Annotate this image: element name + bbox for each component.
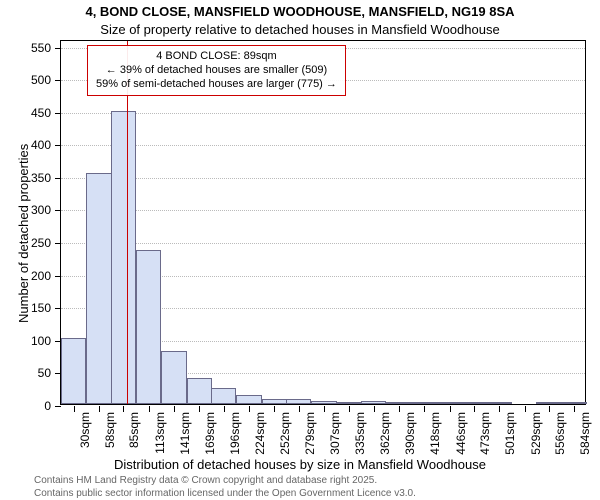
- x-tick-label: 224sqm: [253, 412, 267, 455]
- x-tick: [99, 406, 100, 412]
- x-tick-label: 556sqm: [553, 412, 567, 455]
- x-tick-label: 196sqm: [228, 412, 242, 455]
- histogram-bar: [211, 388, 236, 404]
- annotation-line3: 59% of semi-detached houses are larger (…: [96, 78, 337, 92]
- footer-line2: Contains public sector information licen…: [34, 488, 416, 500]
- y-tick-label: 250: [31, 236, 61, 250]
- y-tick-label: 100: [31, 334, 61, 348]
- x-tick: [549, 406, 550, 412]
- x-tick: [224, 406, 225, 412]
- y-tick-label: 550: [31, 41, 61, 55]
- x-tick-label: 390sqm: [403, 412, 417, 455]
- y-tick-label: 500: [31, 73, 61, 87]
- histogram-bar: [386, 402, 411, 404]
- histogram-bar: [536, 402, 561, 404]
- x-tick: [249, 406, 250, 412]
- x-tick-label: 169sqm: [203, 412, 217, 455]
- histogram-bar: [236, 395, 261, 404]
- plot-area: 05010015020025030035040045050055030sqm58…: [60, 40, 586, 405]
- histogram-bar: [311, 401, 336, 404]
- y-tick-label: 200: [31, 269, 61, 283]
- y-tick-label: 0: [44, 399, 61, 413]
- x-tick: [299, 406, 300, 412]
- histogram-bar: [61, 338, 86, 404]
- x-tick: [424, 406, 425, 412]
- histogram-bar: [412, 402, 437, 404]
- gridline: [61, 243, 585, 244]
- footer-attribution: Contains HM Land Registry data © Crown c…: [34, 475, 416, 500]
- x-tick-label: 335sqm: [353, 412, 367, 455]
- x-tick-label: 30sqm: [78, 412, 92, 448]
- x-tick: [349, 406, 350, 412]
- gridline: [61, 113, 585, 114]
- histogram-bar: [111, 111, 136, 404]
- x-tick: [499, 406, 500, 412]
- gridline: [61, 210, 585, 211]
- x-tick: [324, 406, 325, 412]
- x-tick: [474, 406, 475, 412]
- x-tick: [574, 406, 575, 412]
- x-tick-label: 501sqm: [503, 412, 517, 455]
- x-axis-label: Distribution of detached houses by size …: [0, 457, 600, 472]
- x-tick: [123, 406, 124, 412]
- x-tick-label: 58sqm: [103, 412, 117, 448]
- x-tick: [74, 406, 75, 412]
- x-tick-label: 418sqm: [428, 412, 442, 455]
- x-tick-label: 446sqm: [454, 412, 468, 455]
- footer-line1: Contains HM Land Registry data © Crown c…: [34, 475, 416, 488]
- histogram-bar: [487, 402, 512, 404]
- x-tick-label: 85sqm: [127, 412, 141, 448]
- histogram-bar: [86, 173, 111, 404]
- x-tick: [199, 406, 200, 412]
- x-tick-label: 529sqm: [529, 412, 543, 455]
- y-tick-label: 350: [31, 171, 61, 185]
- y-tick-label: 300: [31, 203, 61, 217]
- x-tick-label: 252sqm: [278, 412, 292, 455]
- histogram-bar: [562, 402, 587, 404]
- x-tick: [149, 406, 150, 412]
- x-tick-label: 362sqm: [378, 412, 392, 455]
- x-tick-label: 473sqm: [478, 412, 492, 455]
- y-tick-label: 400: [31, 138, 61, 152]
- chart-title-line2: Size of property relative to detached ho…: [0, 22, 600, 37]
- x-tick: [450, 406, 451, 412]
- y-tick-label: 50: [38, 366, 61, 380]
- histogram-bar: [437, 402, 462, 404]
- y-axis-label: Number of detached properties: [16, 143, 31, 322]
- x-tick: [174, 406, 175, 412]
- gridline: [61, 145, 585, 146]
- histogram-bar: [461, 402, 486, 404]
- x-tick: [525, 406, 526, 412]
- histogram-bar: [361, 401, 386, 404]
- x-tick: [399, 406, 400, 412]
- annotation-box: 4 BOND CLOSE: 89sqm← 39% of detached hou…: [87, 45, 346, 96]
- x-tick-label: 141sqm: [178, 412, 192, 455]
- annotation-line1: 4 BOND CLOSE: 89sqm: [96, 50, 337, 64]
- histogram-bar: [286, 399, 311, 404]
- x-tick: [374, 406, 375, 412]
- annotation-line2: ← 39% of detached houses are smaller (50…: [96, 64, 337, 78]
- histogram-bar: [337, 402, 362, 404]
- x-tick-label: 307sqm: [328, 412, 342, 455]
- x-tick-label: 584sqm: [578, 412, 592, 455]
- y-tick-label: 450: [31, 106, 61, 120]
- histogram-bar: [161, 351, 186, 404]
- y-tick-label: 150: [31, 301, 61, 315]
- histogram-bar: [187, 378, 212, 404]
- histogram-bar: [136, 250, 161, 404]
- histogram-bar: [262, 399, 287, 404]
- gridline: [61, 178, 585, 179]
- chart-title-line1: 4, BOND CLOSE, MANSFIELD WOODHOUSE, MANS…: [0, 4, 600, 19]
- chart-container: 4, BOND CLOSE, MANSFIELD WOODHOUSE, MANS…: [0, 0, 600, 500]
- x-tick-label: 113sqm: [153, 412, 167, 454]
- x-tick-label: 279sqm: [303, 412, 317, 455]
- x-tick: [274, 406, 275, 412]
